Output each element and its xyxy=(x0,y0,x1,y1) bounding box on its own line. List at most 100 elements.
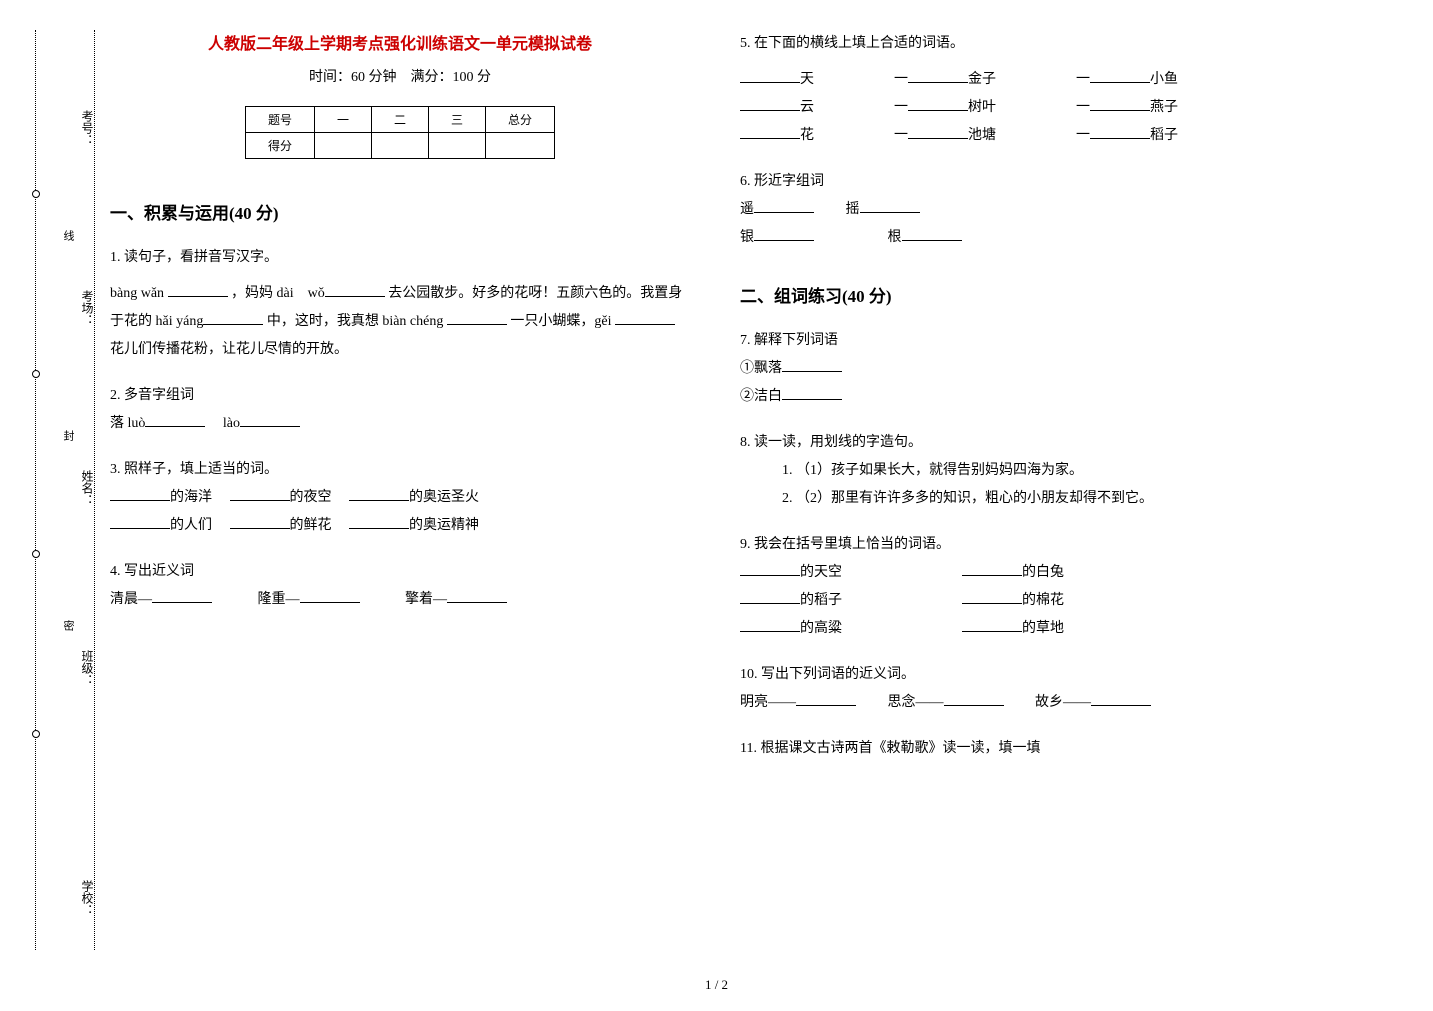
td xyxy=(314,133,371,159)
sidebar-label: 学校： xyxy=(79,880,96,916)
td xyxy=(429,133,486,159)
blank xyxy=(944,689,1004,706)
text: 的高粱 xyxy=(800,621,842,636)
q11: 11. 根据课文古诗两首《敕勒歌》读一读，填一填 xyxy=(740,735,1320,763)
text: 的稻子 xyxy=(800,593,842,608)
mark: 密 xyxy=(60,620,76,633)
blank xyxy=(908,122,968,139)
text: 根 xyxy=(888,230,902,245)
text: 一 xyxy=(1076,128,1090,143)
text: 清晨— xyxy=(110,592,152,607)
circle xyxy=(32,370,40,378)
q9: 9. 我会在括号里填上恰当的词语。 的天空 的稻子 的高粱 的白兔 的棉花 的草… xyxy=(740,531,1320,643)
th: 总分 xyxy=(486,107,555,133)
right-column: 5. 在下面的横线上填上合适的词语。 天 云 花 一金子 一树叶 一池塘 一小鱼… xyxy=(740,30,1320,781)
circle xyxy=(32,190,40,198)
text: 银 xyxy=(740,230,754,245)
q3-title: 3. 照样子，填上适当的词。 xyxy=(110,456,690,484)
text: 的草地 xyxy=(1022,621,1064,636)
sidebar-label: 姓名： xyxy=(79,470,96,506)
text: ②洁白 xyxy=(740,389,782,404)
section-1-head: 一、积累与运用(40 分) xyxy=(110,199,690,224)
blank xyxy=(168,280,228,297)
text: 花 xyxy=(800,128,814,143)
q4: 4. 写出近义词 清晨— 隆重— 擎着— xyxy=(110,558,690,614)
q5-title: 5. 在下面的横线上填上合适的词语。 xyxy=(740,30,1320,58)
blank xyxy=(325,280,385,297)
blank xyxy=(300,586,360,603)
blank xyxy=(110,512,170,529)
mark: 线 xyxy=(60,230,76,243)
score-table: 题号 一 二 三 总分 得分 xyxy=(245,106,555,159)
blank xyxy=(740,587,800,604)
exam-title: 人教版二年级上学期考点强化训练语文一单元模拟试卷 xyxy=(110,30,690,54)
td: 得分 xyxy=(245,133,314,159)
blank xyxy=(740,94,800,111)
blank xyxy=(145,410,205,427)
text: 的棉花 xyxy=(1022,593,1064,608)
blank xyxy=(615,308,675,325)
text: 池塘 xyxy=(968,128,996,143)
text: 中，这时，我真想 biàn chéng xyxy=(267,314,447,329)
text: 金子 xyxy=(968,72,996,87)
blank xyxy=(1090,94,1150,111)
blank xyxy=(1091,689,1151,706)
text: 一只小蝴蝶，gěi xyxy=(510,314,615,329)
q5: 5. 在下面的横线上填上合适的词语。 天 云 花 一金子 一树叶 一池塘 一小鱼… xyxy=(740,30,1320,150)
blank xyxy=(349,512,409,529)
text: 的人们 xyxy=(170,518,212,533)
q1-title: 1. 读句子，看拼音写汉字。 xyxy=(110,244,690,272)
q8-title: 8. 读一读，用划线的字造句。 xyxy=(740,429,1320,457)
text: lào xyxy=(223,416,240,431)
text: ①飘落 xyxy=(740,361,782,376)
blank xyxy=(860,196,920,213)
text: 云 xyxy=(800,100,814,115)
th: 二 xyxy=(371,107,428,133)
blank xyxy=(349,484,409,501)
text: bàng wǎn xyxy=(110,286,168,301)
blank xyxy=(962,587,1022,604)
blank xyxy=(796,689,856,706)
q11-title: 11. 根据课文古诗两首《敕勒歌》读一读，填一填 xyxy=(740,735,1320,763)
page-number: 1 / 2 xyxy=(705,977,728,993)
text: 的鲜花 xyxy=(290,518,332,533)
q6: 6. 形近字组词 遥 摇 银 根 xyxy=(740,168,1320,252)
text: 的天空 xyxy=(800,565,842,580)
section-2-head: 二、组词练习(40 分) xyxy=(740,282,1320,307)
binding-sidebar: 考号： 线 考场： 封 姓名： 密 班级： 学校： xyxy=(20,30,110,950)
blank xyxy=(240,410,300,427)
blank xyxy=(1090,66,1150,83)
sidebar-label: 考号： xyxy=(79,110,96,146)
text: 摇 xyxy=(846,202,860,217)
list-item: （2）那里有许许多多的知识，粗心的小朋友却得不到它。 xyxy=(796,485,1320,513)
td xyxy=(486,133,555,159)
blank xyxy=(962,559,1022,576)
td xyxy=(371,133,428,159)
blank xyxy=(908,66,968,83)
blank xyxy=(782,383,842,400)
blank xyxy=(447,586,507,603)
text: 燕子 xyxy=(1150,100,1178,115)
q4-title: 4. 写出近义词 xyxy=(110,558,690,586)
text: 的夜空 xyxy=(290,490,332,505)
text: 花儿们传播花粉，让花儿尽情的开放。 xyxy=(110,342,348,357)
q2-title: 2. 多音字组词 xyxy=(110,382,690,410)
q1: 1. 读句子，看拼音写汉字。 bàng wǎn ，妈妈 dài wǒ 去公园散步… xyxy=(110,244,690,364)
blank xyxy=(782,355,842,372)
text: 的白兔 xyxy=(1022,565,1064,580)
blank xyxy=(152,586,212,603)
text: 天 xyxy=(800,72,814,87)
blank xyxy=(754,224,814,241)
text: 明亮—— xyxy=(740,695,796,710)
blank xyxy=(230,484,290,501)
text: 一 xyxy=(894,100,908,115)
blank xyxy=(110,484,170,501)
blank xyxy=(740,66,800,83)
text: ，妈妈 dài wǒ xyxy=(231,286,325,301)
blank xyxy=(740,122,800,139)
th: 一 xyxy=(314,107,371,133)
q6-title: 6. 形近字组词 xyxy=(740,168,1320,196)
th: 三 xyxy=(429,107,486,133)
text: 一 xyxy=(894,128,908,143)
blank xyxy=(902,224,962,241)
